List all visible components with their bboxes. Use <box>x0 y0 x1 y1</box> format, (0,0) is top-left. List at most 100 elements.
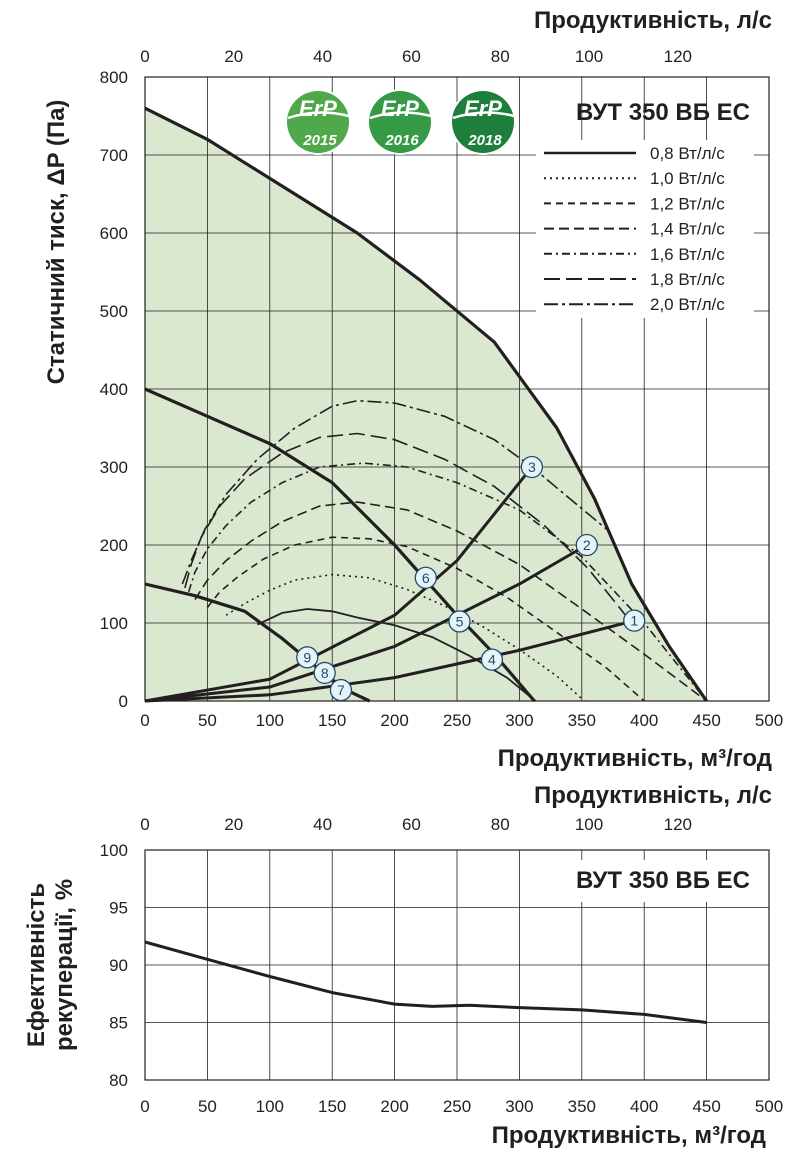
operating-point-marker <box>623 609 646 632</box>
efficiency-x-tick-label: 50 <box>198 1097 217 1116</box>
pressure-x-axis-title: Продуктивність, м³/год <box>498 745 772 772</box>
pressure-legend: 0,8 Вт/л/с 1,0 Вт/л/с 1,2 Вт/л/с 1,4 Вт/л/с… <box>536 140 754 318</box>
erp-badges: ErP 2015 ErP 2016 ErP 2018 <box>285 89 516 155</box>
pressure-x2-tick-label: 120 <box>664 47 692 66</box>
operating-area-fill <box>145 108 707 701</box>
efficiency-chart: 0 50 100 150 200 250 300 350 400 450 500 0 20 40 60 80… <box>23 782 783 1149</box>
legend-label: 1,6 Вт/л/с <box>650 245 725 264</box>
legend-label: 1,0 Вт/л/с <box>650 169 725 188</box>
efficiency-x-tick-label: 400 <box>630 1097 658 1116</box>
pressure-x-tick-label: 400 <box>630 711 658 730</box>
pressure-y-axis-title: Статичний тиск, ΔP (Па) <box>43 100 70 385</box>
operating-point-label: 8 <box>321 665 329 681</box>
pressure-x-ticks: 0 50 100 150 200 250 300 350 400 450 500 <box>140 711 783 730</box>
efficiency-x2-tick-label: 120 <box>664 815 692 834</box>
pressure-x-tick-label: 350 <box>568 711 596 730</box>
pressure-x-tick-label: 450 <box>692 711 720 730</box>
erp-badge-year: 2016 <box>384 132 419 149</box>
erp-badge-circle <box>369 91 431 153</box>
pressure-y-tick-label: 300 <box>100 458 128 477</box>
pressure-x2-axis-title: Продуктивність, л/с <box>534 7 772 34</box>
efficiency-x2-tick-label: 20 <box>224 815 243 834</box>
efficiency-curve <box>144 940 707 1024</box>
efficiency-x2-tick-label: 40 <box>313 815 332 834</box>
pressure-y-tick-label: 600 <box>100 224 128 243</box>
power-curve <box>187 462 708 702</box>
pressure-x2-tick-label: 60 <box>402 47 421 66</box>
operating-point-label: 4 <box>488 652 496 668</box>
efficiency-y-tick-label: 95 <box>109 899 128 918</box>
pressure-y-tick-label: 100 <box>100 614 128 633</box>
pressure-y-tick-label: 800 <box>100 68 128 87</box>
legend-label: 1,4 Вт/л/с <box>650 220 725 239</box>
pressure-x-tick-label: 150 <box>318 711 346 730</box>
efficiency-y-tick-label: 100 <box>100 841 128 860</box>
efficiency-plot-frame <box>144 849 770 1081</box>
erp-badge-title: ErP <box>464 96 502 121</box>
operating-point-marker <box>296 646 319 669</box>
efficiency-x-tick-label: 150 <box>318 1097 346 1116</box>
efficiency-chart-title: ВУТ 350 ВБ ЕС <box>576 867 750 894</box>
legend-label: 2,0 Вт/л/с <box>650 295 725 314</box>
erp-badge-year: 2015 <box>302 132 337 149</box>
efficiency-x-tick-label: 100 <box>256 1097 284 1116</box>
efficiency-y-tick-label: 90 <box>109 956 128 975</box>
efficiency-curve-group <box>144 940 707 1024</box>
pressure-x2-tick-label: 100 <box>575 47 603 66</box>
pressure-x2-ticks: 0 20 40 60 80 100 120 <box>140 47 692 66</box>
system-curve <box>144 543 588 703</box>
pressure-x-tick-label: 500 <box>755 711 783 730</box>
operating-point-label: 1 <box>630 613 638 629</box>
efficiency-y-tick-label: 85 <box>109 1014 128 1033</box>
efficiency-x-tick-label: 250 <box>443 1097 471 1116</box>
operating-point-label: 7 <box>337 682 345 698</box>
system-curves <box>144 466 635 703</box>
legend-label: 1,2 Вт/л/с <box>650 194 725 213</box>
efficiency-x2-tick-label: 0 <box>140 815 149 834</box>
pressure-x2-tick-label: 40 <box>313 47 332 66</box>
erp-badge-year: 2018 <box>467 132 502 149</box>
efficiency-y-tick-label: 80 <box>109 1071 128 1090</box>
operating-point-marker <box>480 648 504 671</box>
efficiency-x-tick-label: 200 <box>380 1097 408 1116</box>
operating-point-marker <box>575 533 598 557</box>
erp-badge-circle <box>287 91 349 153</box>
erp-badge-circle <box>452 91 514 153</box>
legend-label: 0,8 Вт/л/с <box>650 144 725 163</box>
power-curve <box>181 399 608 585</box>
erp-badge: ErP 2018 <box>450 89 516 155</box>
efficiency-x2-tick-label: 60 <box>402 815 421 834</box>
pressure-x-tick-label: 200 <box>380 711 408 730</box>
efficiency-title-box <box>546 860 758 902</box>
legend-box <box>536 140 754 318</box>
efficiency-x-tick-label: 300 <box>505 1097 533 1116</box>
efficiency-x-tick-label: 500 <box>755 1097 783 1116</box>
erp-badge-swoosh <box>369 111 432 120</box>
efficiency-y-ticks: 80 85 90 95 100 <box>100 841 128 1090</box>
pressure-y-tick-label: 400 <box>100 380 128 399</box>
pressure-x-tick-label: 0 <box>140 711 149 730</box>
pressure-y-tick-label: 500 <box>100 302 128 321</box>
efficiency-x-tick-label: 450 <box>692 1097 720 1116</box>
operating-point-marker <box>520 455 544 479</box>
efficiency-x-tick-label: 350 <box>568 1097 596 1116</box>
operating-point-marker <box>313 661 336 685</box>
operating-point-label: 6 <box>422 570 430 586</box>
system-curve <box>144 619 635 703</box>
operating-point-label: 9 <box>303 649 311 665</box>
efficiency-y-axis-title-line-1: Ефективність <box>23 883 50 1047</box>
power-curve <box>194 501 708 702</box>
operating-point-label: 3 <box>528 459 536 475</box>
erp-badge: ErP 2015 <box>285 89 351 155</box>
pressure-x2-tick-label: 20 <box>224 47 243 66</box>
pressure-x-tick-label: 250 <box>443 711 471 730</box>
efficiency-y-axis-title-line-2: рекуперації, % <box>51 879 78 1051</box>
legend-label: 1,8 Вт/л/с <box>650 270 725 289</box>
efficiency-x2-axis-title: Продуктивність, л/с <box>534 782 772 809</box>
erp-badge-swoosh <box>287 111 350 120</box>
pressure-x-tick-label: 50 <box>198 711 217 730</box>
pressure-y-tick-label: 200 <box>100 536 128 555</box>
pressure-y-tick-label: 700 <box>100 146 128 165</box>
